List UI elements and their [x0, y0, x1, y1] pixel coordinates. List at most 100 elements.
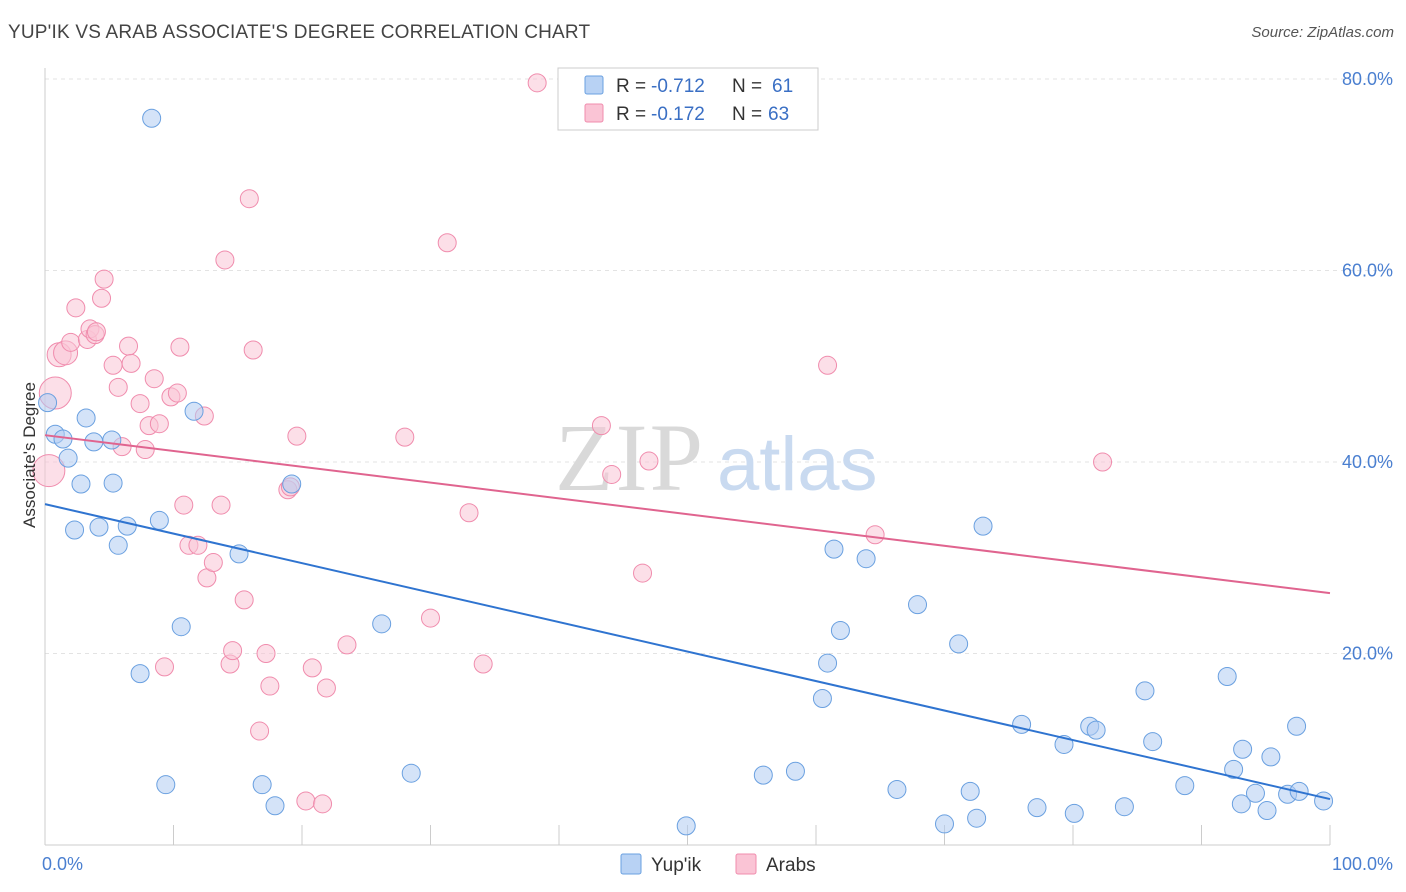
y-tick-label-0: 20.0% [1342, 644, 1393, 664]
arabs-point-38 [243, 340, 263, 360]
arabs-point-58 [633, 563, 653, 583]
arabs-point-32 [211, 495, 231, 515]
arabs-point-56 [591, 416, 611, 436]
arabs-point-9 [86, 322, 106, 342]
yupik-point-43 [1064, 803, 1084, 823]
arabs-point-55 [527, 73, 547, 93]
yupik-point-18 [184, 401, 204, 421]
legend-swatch-arabs [584, 103, 604, 123]
yupik-point-53 [1233, 739, 1253, 759]
yupik-point-48 [1143, 732, 1163, 752]
arabs-point-47 [313, 794, 333, 814]
arabs-point-0 [32, 454, 66, 488]
yupik-point-0 [38, 393, 58, 413]
yupik-point-23 [372, 614, 392, 634]
arabs-point-41 [260, 676, 280, 696]
series-legend-yupik: Yup'ik [651, 855, 702, 876]
arabs-point-26 [174, 495, 194, 515]
arabs-point-25 [170, 337, 190, 357]
y-tick-label-1: 40.0% [1342, 452, 1393, 472]
arabs-point-33 [215, 250, 235, 270]
x-tick-label-1: 100.0% [1332, 854, 1393, 874]
series-legend-swatch-arabs [735, 853, 757, 875]
stats-legend: R = -0.712 N = 61 R = -0.172 N = 63 [557, 67, 819, 131]
yupik-point-10 [103, 473, 123, 493]
y-tick-label-3: 80.0% [1342, 69, 1393, 89]
yupik-point-21 [265, 796, 285, 816]
arabs-point-22 [155, 657, 175, 677]
yupik-point-58 [1287, 716, 1307, 736]
yupik-point-46 [1114, 797, 1134, 817]
yupik-point-30 [824, 539, 844, 559]
trend-lines [44, 434, 1331, 801]
yupik-point-37 [960, 781, 980, 801]
legend-n-label-yupik: N = [732, 76, 762, 97]
yupik-point-39 [973, 516, 993, 536]
arabs-point-46 [302, 658, 322, 678]
legend-r-value-arabs: -0.172 [651, 104, 705, 125]
series-legend-arabs: Arabs [766, 855, 816, 876]
chart-source: Source: ZipAtlas.com [1251, 24, 1394, 41]
arabs-point-50 [395, 427, 415, 447]
yupik-point-50 [1217, 666, 1237, 686]
arabs-point-24 [167, 383, 187, 403]
legend-r-label-yupik: R = [616, 76, 646, 97]
arabs-point-15 [119, 336, 139, 356]
watermark-zip: ZIP [555, 404, 705, 511]
y-tick-label-2: 60.0% [1342, 261, 1393, 281]
yupik-point-34 [908, 595, 928, 615]
legend-n-value-yupik: 61 [772, 76, 793, 97]
arabs-point-57 [602, 464, 622, 484]
arabs-point-62 [1093, 452, 1113, 472]
arabs-point-61 [865, 525, 885, 545]
yupik-point-12 [117, 516, 137, 536]
arabs-points [32, 73, 1113, 814]
series-legend: Yup'ik Arabs [620, 853, 816, 876]
yupik-point-9 [102, 430, 122, 450]
arabs-trend-line [44, 434, 1331, 595]
source-prefix: Source: [1251, 24, 1308, 41]
arabs-point-13 [108, 377, 128, 397]
grid-lines [45, 78, 1392, 654]
yupik-point-24 [401, 763, 421, 783]
yupik-point-31 [830, 621, 850, 641]
arabs-point-35 [223, 641, 243, 661]
arabs-point-4 [61, 332, 81, 352]
arabs-point-49 [337, 635, 357, 655]
legend-n-label-arabs: N = [732, 104, 762, 125]
arabs-point-51 [421, 608, 440, 628]
arabs-point-18 [135, 440, 155, 460]
arabs-point-5 [66, 298, 86, 318]
arabs-point-48 [316, 678, 336, 698]
yupik-point-52 [1231, 794, 1251, 814]
source-name: ZipAtlas.com [1307, 24, 1394, 41]
arabs-point-16 [121, 353, 141, 373]
arabs-point-17 [130, 394, 150, 414]
yupik-points [38, 108, 1334, 836]
yupik-trend-line [44, 503, 1331, 801]
legend-swatch-yupik [584, 75, 604, 95]
arabs-point-54 [473, 654, 493, 674]
yupik-point-26 [753, 765, 773, 785]
watermark: ZIP atlas [555, 404, 878, 511]
legend-r-label-arabs: R = [616, 104, 646, 125]
yupik-point-35 [935, 814, 954, 834]
yupik-point-6 [76, 408, 96, 428]
yupik-point-11 [108, 535, 128, 555]
yupik-point-32 [856, 549, 876, 569]
arabs-point-52 [437, 233, 457, 253]
yupik-point-38 [967, 808, 987, 828]
yupik-point-17 [171, 617, 191, 637]
series-legend-swatch-yupik [620, 853, 642, 875]
yupik-point-54 [1245, 783, 1265, 803]
y-axis-label: Associate's Degree [20, 382, 39, 528]
yupik-point-60 [1314, 791, 1334, 811]
yupik-point-49 [1175, 776, 1195, 796]
arabs-point-44 [287, 426, 307, 446]
arabs-point-21 [149, 414, 169, 434]
arabs-point-37 [239, 189, 259, 209]
arabs-point-36 [234, 590, 254, 610]
arabs-point-60 [818, 355, 838, 375]
yupik-point-55 [1257, 801, 1277, 821]
